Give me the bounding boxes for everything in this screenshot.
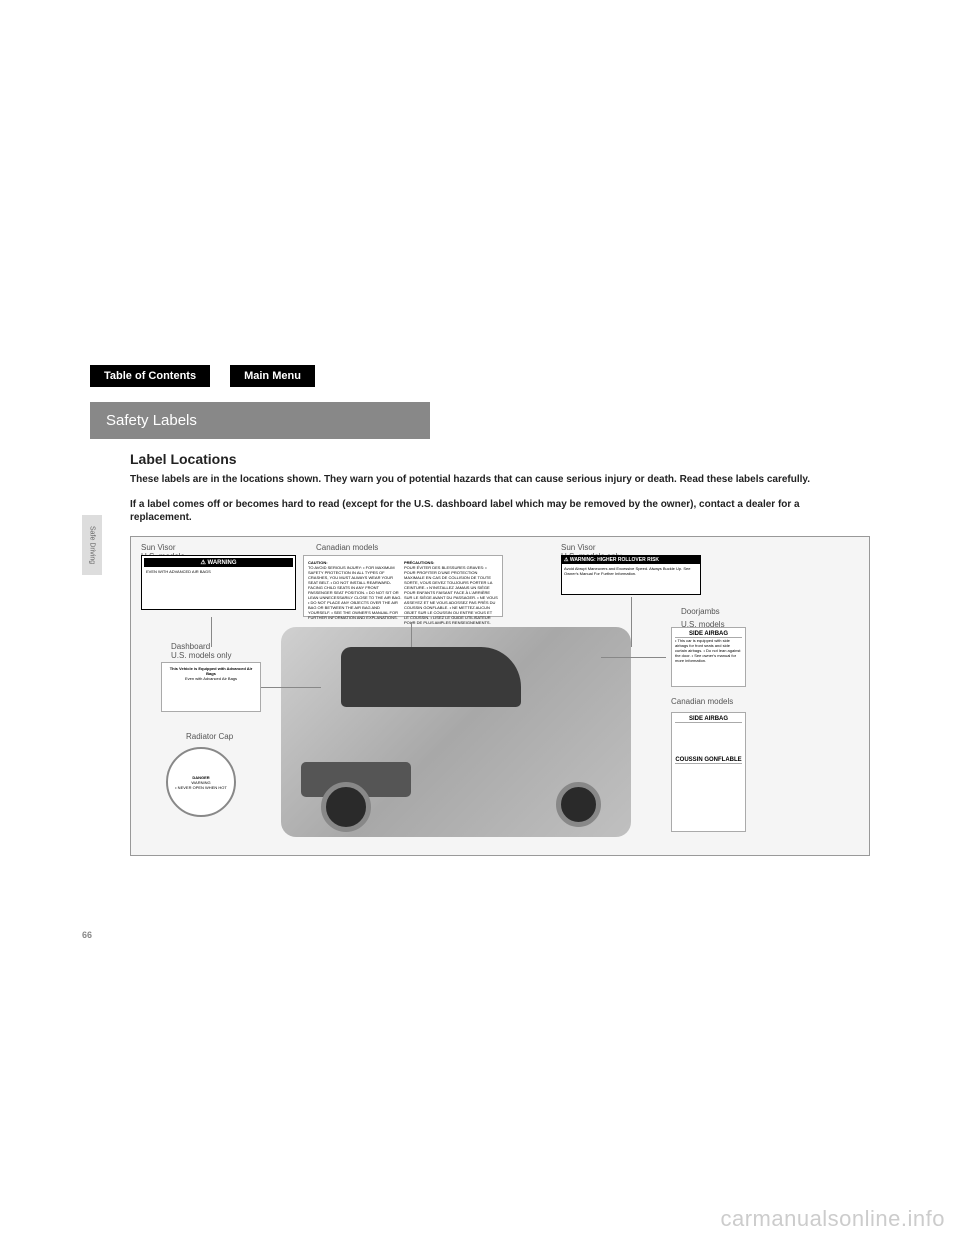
side-tab: Safe Driving <box>82 515 102 575</box>
diagram-area: Sun Visor U.S. models ⚠ WARNING EVEN WIT… <box>130 536 870 856</box>
main-menu-button[interactable]: Main Menu <box>230 365 315 387</box>
page-number: 66 <box>82 930 92 940</box>
label-rollover-warning: ⚠ WARNING: HIGHER ROLLOVER RISK Avoid Ab… <box>561 555 701 595</box>
callout-line <box>601 657 666 658</box>
callout-line <box>631 597 632 647</box>
callout-dashboard: Dashboard U.S. models only <box>171 642 231 660</box>
callout-doorjambs: Doorjambs U.S. models <box>681 607 725 629</box>
label-side-airbag-us: SIDE AIRBAG • This car is equipped with … <box>671 627 746 687</box>
label-radiator-cap: DANGER WARNING • NEVER OPEN WHEN HOT <box>166 747 236 817</box>
callout-line <box>211 617 212 647</box>
label-warning-airbag: ⚠ WARNING EVEN WITH ADVANCED AIR BAGS <box>141 555 296 610</box>
label-side-airbag-canadian: SIDE AIRBAG COUSSIN GONFLABLE <box>671 712 746 832</box>
subsection-title: Label Locations <box>130 451 870 467</box>
callout-line <box>411 622 412 647</box>
nav-buttons: Table of Contents Main Menu <box>90 365 870 387</box>
callout-canadian-2: Canadian models <box>671 697 733 706</box>
callout-line <box>261 687 321 688</box>
label-caution-bilingual: CAUTION: TO AVOID SERIOUS INJURY: • FOR … <box>303 555 503 617</box>
callout-radiator: Radiator Cap <box>186 732 233 741</box>
body-paragraph-1: These labels are in the locations shown.… <box>130 473 860 486</box>
body-paragraph-2: If a label comes off or becomes hard to … <box>130 498 860 524</box>
vehicle-illustration <box>281 627 631 837</box>
label-dashboard-airbag: This Vehicle is Equipped with Advanced A… <box>161 662 261 712</box>
section-header: Safety Labels <box>90 402 430 439</box>
callout-canadian-1: Canadian models <box>316 543 378 552</box>
watermark: carmanualsonline.info <box>720 1206 945 1232</box>
toc-button[interactable]: Table of Contents <box>90 365 210 387</box>
